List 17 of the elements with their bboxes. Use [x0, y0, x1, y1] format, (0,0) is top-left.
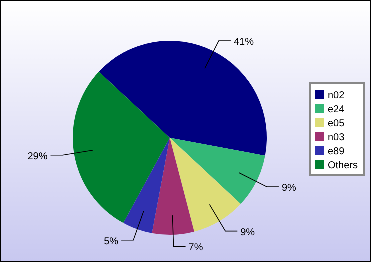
data-label: 41%: [234, 37, 254, 48]
data-label: 5%: [104, 236, 119, 248]
legend-label: n03: [328, 132, 346, 144]
legend-label: n02: [328, 90, 346, 102]
data-label: 7%: [188, 242, 204, 254]
pie-slice: [124, 138, 170, 234]
pie-slice: [170, 138, 241, 232]
pie-slice: [152, 138, 194, 235]
legend-label: e24: [328, 104, 346, 116]
legend-label: e05: [328, 118, 346, 130]
pie-slice: [73, 72, 170, 224]
legend-label: e89: [328, 146, 346, 158]
data-label: 9%: [282, 182, 297, 194]
legend-label: Others: [328, 160, 358, 172]
data-label: 29%: [28, 151, 48, 162]
data-label: 9%: [240, 227, 256, 238]
pie-slice: [170, 138, 266, 204]
